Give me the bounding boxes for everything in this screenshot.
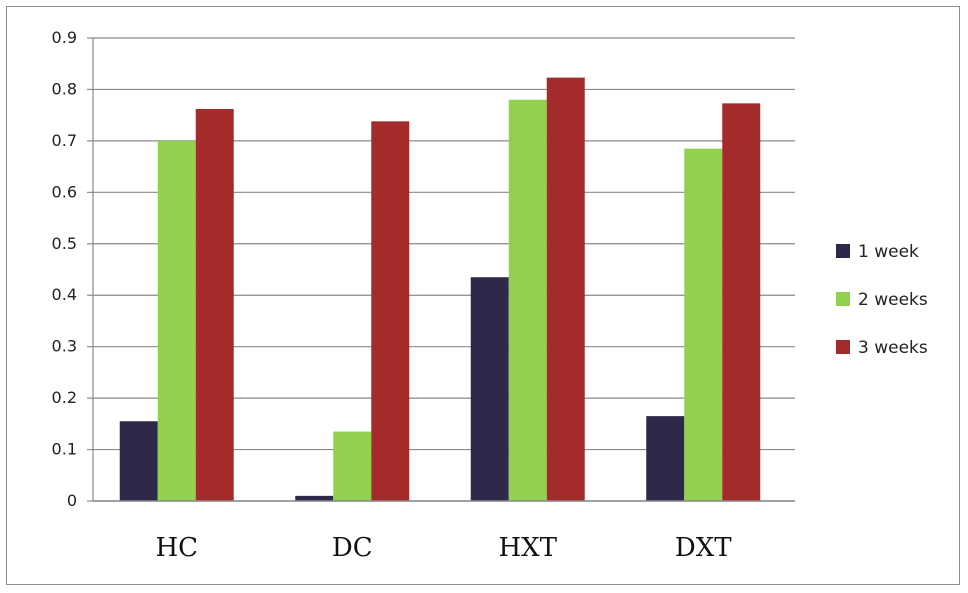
x-category-label: HXT bbox=[498, 533, 557, 563]
y-tick-label: 0.3 bbox=[52, 337, 77, 356]
y-tick-label: 0.7 bbox=[52, 131, 77, 150]
bar-3-weeks-HC bbox=[195, 108, 234, 501]
bar-3-weeks-DC bbox=[371, 121, 410, 501]
bar-1-week-DXT bbox=[646, 416, 685, 501]
bar-2-weeks-HC bbox=[157, 140, 196, 501]
bar-1-week-DC bbox=[295, 495, 334, 501]
y-tick-label: 0.2 bbox=[52, 388, 77, 407]
y-tick-label: 0.9 bbox=[52, 28, 77, 47]
bar-2-weeks-DXT bbox=[684, 148, 723, 501]
legend-swatch bbox=[836, 340, 850, 354]
legend-label: 2 weeks bbox=[858, 290, 928, 310]
bar-3-weeks-DXT bbox=[722, 103, 761, 501]
y-tick-label: 0.8 bbox=[52, 79, 77, 98]
bar-3-weeks-HXT bbox=[546, 77, 585, 502]
y-tick-label: 0.6 bbox=[52, 182, 77, 201]
x-category-label: HC bbox=[155, 533, 198, 563]
y-tick-label: 0.5 bbox=[52, 234, 77, 253]
y-tick-label: 0.4 bbox=[52, 285, 77, 304]
legend-swatch bbox=[836, 244, 850, 258]
y-tick-label: 0 bbox=[67, 491, 77, 510]
legend-swatch bbox=[836, 292, 850, 306]
legend-label: 3 weeks bbox=[858, 338, 928, 358]
bar-1-week-HXT bbox=[470, 277, 509, 501]
bar-1-week-HC bbox=[119, 421, 158, 501]
bar-2-weeks-HXT bbox=[508, 99, 547, 501]
x-category-label: DXT bbox=[675, 533, 732, 563]
y-tick-label: 0.1 bbox=[52, 440, 77, 459]
bar-2-weeks-DC bbox=[333, 431, 372, 501]
x-category-label: DC bbox=[332, 533, 373, 563]
legend-label: 1 week bbox=[858, 242, 919, 262]
